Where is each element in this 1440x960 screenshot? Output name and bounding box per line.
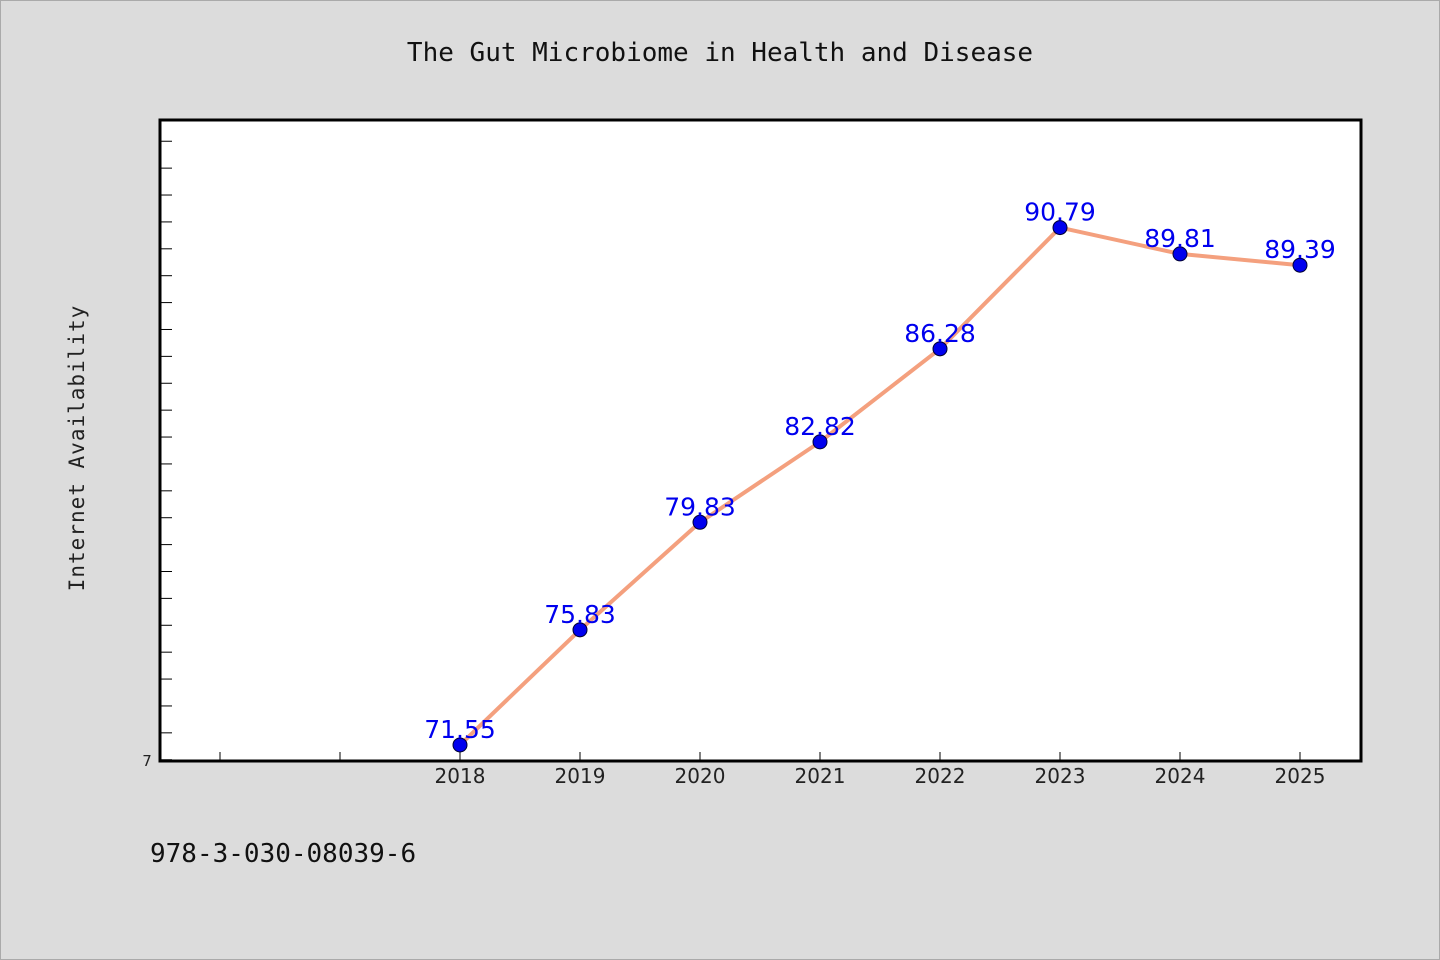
data-label: 90.79 xyxy=(1024,198,1096,227)
series-layer xyxy=(458,225,1301,747)
y-min-tick-label: 7 xyxy=(142,752,152,770)
plot-area xyxy=(158,118,1363,763)
data-label: 75.83 xyxy=(544,600,616,629)
data-point xyxy=(932,341,948,357)
x-tick-label: 2019 xyxy=(555,764,606,788)
x-axis-ticks: 2018 2019 2020 2021 2022 2023 2024 2025 xyxy=(219,752,1326,788)
x-tick-label: 2018 xyxy=(435,764,486,788)
data-point xyxy=(692,514,708,530)
isbn-footer: 978-3-030-08039-6 xyxy=(150,839,416,869)
x-tick-label: 2021 xyxy=(795,764,846,788)
chart-title: The Gut Microbiome in Health and Disease xyxy=(407,38,1033,68)
data-point xyxy=(1172,246,1188,262)
y-axis-ticks xyxy=(160,140,172,761)
data-point xyxy=(1292,257,1308,273)
data-label: 79.83 xyxy=(664,492,736,521)
x-tick-label: 2025 xyxy=(1275,764,1326,788)
data-point xyxy=(452,737,468,753)
data-labels: 71.55 75.83 79.83 82.82 86.28 90.79 89.81 89.39 xyxy=(424,198,1336,744)
data-label: 86.28 xyxy=(904,319,976,348)
data-label: 89.81 xyxy=(1144,224,1216,253)
x-tick-label: 2022 xyxy=(915,764,966,788)
data-label: 89.39 xyxy=(1264,235,1336,264)
x-tick-label: 2020 xyxy=(675,764,726,788)
series-line xyxy=(458,225,1301,747)
data-label: 71.55 xyxy=(424,715,496,744)
y-axis-label: Internet Availability xyxy=(65,305,89,592)
x-tick-label: 2024 xyxy=(1155,764,1206,788)
data-label: 82.82 xyxy=(784,412,856,441)
data-point xyxy=(812,434,828,450)
data-point xyxy=(572,622,588,638)
data-point xyxy=(1052,220,1068,236)
x-tick-label: 2023 xyxy=(1035,764,1086,788)
data-points xyxy=(452,220,1308,753)
